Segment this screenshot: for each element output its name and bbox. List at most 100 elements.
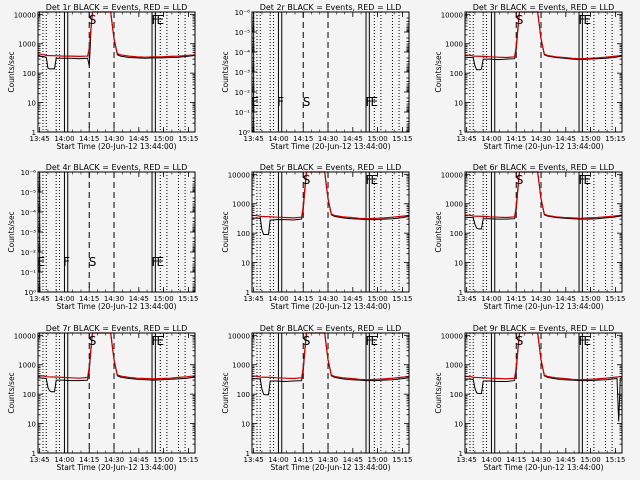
marker-label-s: S — [89, 255, 97, 269]
x-tick-label: 15:00 — [368, 295, 388, 303]
x-tick-label: 14:30 — [318, 295, 338, 303]
x-tick-label: 15:00 — [581, 456, 601, 464]
x-axis-label: Start Time (20-Jun-12 13:44:00) — [484, 302, 604, 311]
x-tick-label: 14:45 — [129, 135, 149, 143]
x-tick-label: 15:00 — [154, 295, 174, 303]
axes-frame — [251, 332, 410, 454]
marker-label-s: S — [303, 173, 311, 187]
y-tick-label: 10 — [454, 421, 463, 429]
x-tick-label: 14:45 — [129, 456, 149, 464]
marker-label-e: E — [583, 334, 591, 348]
y-tick-label: 100 — [237, 230, 250, 238]
marker-label-s: S — [303, 334, 311, 348]
x-tick-label: 14:45 — [343, 456, 363, 464]
x-tick-label: 14:30 — [531, 456, 551, 464]
x-tick-label: 14:30 — [531, 295, 551, 303]
panel-title: Det 6r BLACK = Events, RED = LLD — [473, 163, 615, 172]
x-tick-label: 15:00 — [154, 135, 174, 143]
y-tick-label: 1000 — [445, 41, 463, 49]
x-tick-label: 14:00 — [481, 456, 501, 464]
x-tick-label: 14:00 — [54, 456, 74, 464]
x-tick-label: 14:15 — [79, 456, 99, 464]
marker-label-f: F — [152, 13, 159, 27]
detector-panel-9: S FE 1 10 100 1000 10000 13:45 14:00 14:15 14:30 14… — [434, 324, 625, 472]
detector-panel-3: S FE 1 10 100 1000 10000 13:45 14:00 14:15 14:30 14… — [434, 3, 625, 151]
y-tick-label: 10⁻⁵ — [235, 29, 251, 37]
x-tick-label: 14:00 — [268, 295, 288, 303]
y-tick-label: 10 — [454, 260, 463, 268]
y-tick-label: 10000 — [14, 11, 36, 19]
y-tick-label: 10⁻⁴ — [235, 49, 251, 57]
plot-area: E F S FE — [37, 172, 186, 292]
y-tick-label: 10000 — [228, 171, 250, 179]
x-tick-label: 13:45 — [30, 295, 50, 303]
marker-label-s: S — [516, 173, 524, 187]
marker-label-f: F — [579, 334, 586, 348]
x-tick-label: 14:00 — [54, 135, 74, 143]
y-tick-label: 10⁻² — [21, 249, 37, 257]
marker-label-e: E — [583, 173, 591, 187]
x-tick-label: 13:45 — [244, 295, 264, 303]
x-tick-label: 15:15 — [392, 135, 412, 143]
x-tick-label: 14:45 — [556, 295, 576, 303]
panel-title: Det 8r BLACK = Events, RED = LLD — [260, 324, 402, 333]
x-axis-label: Start Time (20-Jun-12 13:44:00) — [271, 142, 391, 151]
y-tick-label: 10000 — [14, 332, 36, 340]
marker-label-s: S — [89, 13, 97, 27]
y-tick-label: 10⁻³ — [21, 229, 37, 237]
y-tick-label: 1000 — [232, 362, 250, 370]
y-axis-label: Counts/sec — [434, 372, 443, 413]
y-tick-label: 10⁻⁴ — [21, 209, 37, 217]
y-tick-label: 10 — [241, 260, 250, 268]
x-tick-label: 15:00 — [581, 295, 601, 303]
x-tick-label: 14:00 — [481, 295, 501, 303]
x-tick-label: 14:45 — [343, 295, 363, 303]
y-tick-label: 10⁰ — [24, 289, 36, 297]
axes-frame — [464, 11, 623, 133]
x-tick-label: 14:45 — [129, 295, 149, 303]
y-tick-label: 1000 — [445, 362, 463, 370]
x-tick-label: 15:00 — [581, 135, 601, 143]
x-tick-label: 14:45 — [343, 135, 363, 143]
panel-title: Det 7r BLACK = Events, RED = LLD — [46, 324, 188, 333]
x-axis-label: Start Time (20-Jun-12 13:44:00) — [271, 463, 391, 472]
y-axis-label: Counts/sec — [7, 211, 16, 252]
x-tick-label: 13:45 — [30, 456, 50, 464]
marker-label-e: E — [583, 13, 591, 27]
y-tick-label: 10 — [27, 421, 36, 429]
y-tick-label: 1000 — [18, 41, 36, 49]
y-tick-label: 10000 — [441, 11, 463, 19]
detector-panel-7: S FE 1 10 100 1000 10000 13:45 14:00 14:15 14:30 14… — [7, 324, 198, 472]
x-tick-label: 14:00 — [268, 456, 288, 464]
x-tick-label: 13:45 — [244, 135, 264, 143]
y-tick-label: 10⁻² — [235, 89, 251, 97]
y-axis-label: Counts/sec — [7, 51, 16, 92]
y-tick-label: 10 — [454, 100, 463, 108]
y-axis-label: Counts/sec — [221, 372, 230, 413]
x-tick-label: 14:45 — [556, 135, 576, 143]
detector-panel-6: S FE 1 10 100 1000 10000 13:45 14:00 14:15 14:30 14… — [434, 163, 625, 311]
y-tick-label: 10 — [241, 421, 250, 429]
y-tick-label: 10000 — [441, 332, 463, 340]
y-tick-label: 1 — [246, 450, 250, 458]
x-tick-label: 14:00 — [54, 295, 74, 303]
x-tick-label: 15:15 — [178, 456, 198, 464]
marker-label-f: F — [366, 95, 373, 109]
y-tick-label: 100 — [23, 391, 36, 399]
marker-label-f: F — [579, 13, 586, 27]
plot-area: S FE — [251, 171, 410, 292]
y-tick-label: 100 — [450, 70, 463, 78]
x-tick-label: 15:15 — [605, 456, 625, 464]
panel-title: Det 2r BLACK = Events, RED = LLD — [260, 3, 402, 12]
x-tick-label: 14:30 — [318, 456, 338, 464]
y-tick-label: 1 — [459, 129, 463, 137]
y-axis-label: Counts/sec — [7, 372, 16, 413]
y-tick-label: 10000 — [228, 332, 250, 340]
detector-panel-1: S FE 1 10 100 1000 10000 13:45 14:00 14:15 14:30 14… — [7, 3, 198, 151]
marker-label-f: F — [277, 95, 284, 109]
y-tick-label: 1000 — [18, 362, 36, 370]
y-tick-label: 10⁻¹ — [21, 269, 37, 277]
x-axis-label: Start Time (20-Jun-12 13:44:00) — [57, 463, 177, 472]
